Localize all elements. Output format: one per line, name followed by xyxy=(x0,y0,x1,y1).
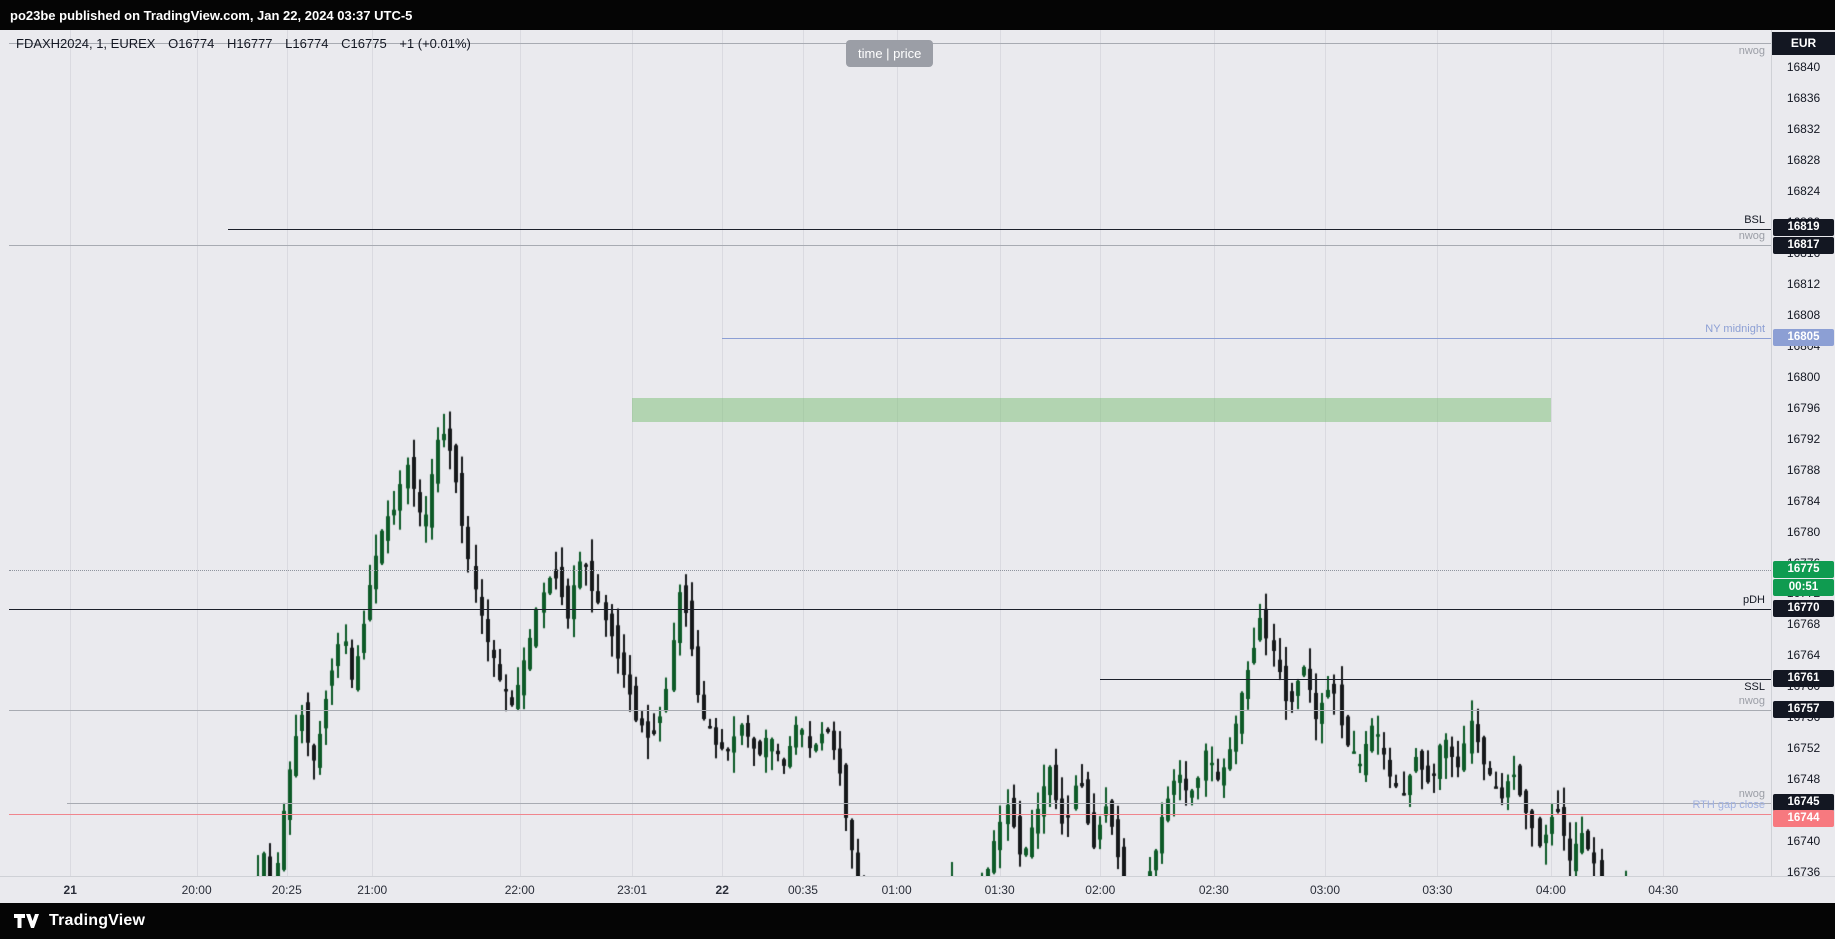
time-axis-label: 02:30 xyxy=(1198,883,1229,897)
candlestick-canvas[interactable] xyxy=(0,30,1771,876)
time-axis-label: 20:25 xyxy=(271,883,302,897)
level-line-nwog-16745[interactable] xyxy=(66,802,1771,804)
time-axis[interactable]: 21 20:00 20:25 21:00 22:00 23:01 22 00:35 01:00 0… xyxy=(0,876,1835,903)
footer-bar: TradingView xyxy=(0,903,1835,939)
level-label-ny-midnight: NY midnight xyxy=(1705,322,1765,335)
level-label-rth-gap-close: RTH gap close xyxy=(1692,798,1765,811)
tradingview-logo-icon xyxy=(14,913,39,928)
level-label-ssl: SSL xyxy=(1744,680,1765,693)
price-tick: 16836 xyxy=(1786,90,1821,105)
price-tick: 16780 xyxy=(1786,524,1821,539)
publish-text: po23be published on TradingView.com, Jan… xyxy=(10,7,413,23)
time-axis-label: 22 xyxy=(715,883,729,897)
time-axis-label: 21 xyxy=(63,883,77,897)
level-line-pdh[interactable] xyxy=(9,608,1771,610)
price-axis[interactable]: EUR 168401683616832168281682416820168161… xyxy=(1771,30,1835,879)
price-tick: 16784 xyxy=(1786,493,1821,508)
time-axis-label: 04:30 xyxy=(1648,883,1679,897)
time-axis-label: 00:35 xyxy=(787,883,818,897)
price-tick: 16748 xyxy=(1786,772,1821,787)
price-badge-16817: 16817 xyxy=(1773,236,1834,254)
time-axis-label: 03:30 xyxy=(1422,883,1453,897)
level-label-bsl: BSL xyxy=(1744,214,1765,227)
level-line-ssl[interactable] xyxy=(1100,678,1771,680)
price-tick: 16832 xyxy=(1786,121,1821,136)
ohlc-header: FDAXH2024, 1, EUREX O16774 H16777 L16774… xyxy=(16,36,480,51)
level-line-nwog-16817[interactable] xyxy=(9,244,1771,246)
price-tick: 16792 xyxy=(1786,431,1821,446)
low-value: L16774 xyxy=(285,36,329,51)
high-value: H16777 xyxy=(226,36,273,51)
price-badge-16745: 16745 xyxy=(1773,793,1834,811)
time-axis-label: 01:30 xyxy=(984,883,1015,897)
price-tick: 16788 xyxy=(1786,462,1821,477)
supply-zone[interactable] xyxy=(632,398,1551,422)
time-axis-label: 22:00 xyxy=(504,883,535,897)
level-label-nwog-16757: nwog xyxy=(1738,694,1765,707)
chart-plot[interactable]: nwog BSL nwog NY midnight pDH SSL nwog nwog RTH … xyxy=(0,30,1771,876)
time-axis-label: 04:00 xyxy=(1535,883,1566,897)
price-badge-16744: 16744 xyxy=(1773,810,1834,828)
time-axis-label: 20:00 xyxy=(181,883,212,897)
time-axis-label: 23:01 xyxy=(617,883,648,897)
price-tick: 16796 xyxy=(1786,400,1821,415)
level-line-rth-gap-close[interactable] xyxy=(9,813,1771,815)
price-tick: 16764 xyxy=(1786,648,1821,663)
brand-name: TradingView xyxy=(49,912,146,929)
time-axis-label: 03:00 xyxy=(1310,883,1341,897)
level-label-nwog-top: nwog xyxy=(1738,45,1765,58)
price-badge-16775: 16775 xyxy=(1773,561,1834,579)
symbol-title: FDAXH2024, 1, EUREX xyxy=(16,36,156,51)
price-tick: 16840 xyxy=(1786,59,1821,74)
crosshair-tooltip: time | price xyxy=(846,40,934,67)
time-axis-label: 21:00 xyxy=(357,883,388,897)
change-value: +1 (+0.01%) xyxy=(399,36,471,51)
level-line-bsl[interactable] xyxy=(228,229,1771,231)
price-badge-16757: 16757 xyxy=(1773,700,1834,718)
level-line-nwog-16757[interactable] xyxy=(9,709,1771,711)
level-line-current-price[interactable] xyxy=(9,570,1771,572)
price-tick: 16740 xyxy=(1786,834,1821,849)
price-tick: 16752 xyxy=(1786,741,1821,756)
price-tick: 16768 xyxy=(1786,617,1821,632)
price-tick: 16812 xyxy=(1786,276,1821,291)
countdown-badge: 00:51 xyxy=(1773,578,1834,596)
currency-label: EUR xyxy=(1772,32,1835,55)
tooltip-text: time | price xyxy=(858,46,922,61)
level-line-ny-midnight[interactable] xyxy=(722,337,1771,339)
time-axis-label: 02:00 xyxy=(1085,883,1116,897)
price-tick: 16800 xyxy=(1786,369,1821,384)
open-value: O16774 xyxy=(168,36,215,51)
price-tick: 16736 xyxy=(1786,865,1821,880)
tradingview-logo[interactable]: TradingView xyxy=(14,912,145,930)
annotations-layer: nwog BSL nwog NY midnight pDH SSL nwog nwog RTH … xyxy=(0,30,1771,876)
level-label-nwog-16745: nwog xyxy=(1738,787,1765,800)
price-tick: 16828 xyxy=(1786,152,1821,167)
publish-bar: po23be published on TradingView.com, Jan… xyxy=(0,0,1835,30)
price-tick: 16824 xyxy=(1786,183,1821,198)
price-badge-16805: 16805 xyxy=(1773,328,1834,346)
time-axis-label: 01:00 xyxy=(881,883,912,897)
price-badge-16770: 16770 xyxy=(1773,599,1834,617)
price-tick: 16808 xyxy=(1786,307,1821,322)
price-badge-16819: 16819 xyxy=(1773,219,1834,237)
level-label-pdh: pDH xyxy=(1742,593,1765,606)
close-value: C16775 xyxy=(341,36,387,51)
price-badge-16761: 16761 xyxy=(1773,669,1834,687)
level-label-nwog-16817: nwog xyxy=(1738,229,1765,242)
